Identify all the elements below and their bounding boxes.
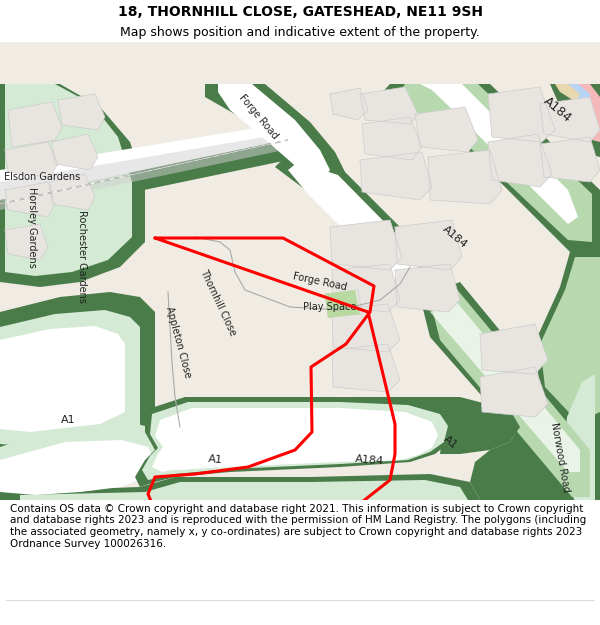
Text: Contains OS data © Crown copyright and database right 2021. This information is : Contains OS data © Crown copyright and d…	[10, 504, 586, 549]
Polygon shape	[152, 408, 438, 472]
Polygon shape	[332, 304, 400, 352]
Polygon shape	[488, 134, 552, 187]
Polygon shape	[0, 292, 155, 462]
Polygon shape	[5, 182, 55, 217]
Text: Map shows position and indicative extent of the property.: Map shows position and indicative extent…	[120, 26, 480, 39]
Polygon shape	[20, 480, 468, 500]
Polygon shape	[0, 84, 145, 287]
Polygon shape	[470, 427, 600, 500]
Polygon shape	[395, 264, 460, 312]
Polygon shape	[430, 287, 590, 497]
Polygon shape	[58, 94, 105, 130]
Polygon shape	[0, 124, 292, 200]
Polygon shape	[0, 326, 125, 432]
Polygon shape	[5, 84, 132, 276]
Polygon shape	[0, 440, 153, 495]
Polygon shape	[332, 264, 400, 312]
Text: 18, THORNHILL CLOSE, GATESHEAD, NE11 9SH: 18, THORNHILL CLOSE, GATESHEAD, NE11 9SH	[118, 5, 482, 19]
Polygon shape	[378, 84, 600, 252]
Text: Rochester Gardens: Rochester Gardens	[77, 211, 87, 304]
Polygon shape	[8, 102, 62, 147]
Polygon shape	[568, 84, 590, 107]
Polygon shape	[330, 88, 368, 120]
Polygon shape	[420, 84, 578, 224]
Polygon shape	[0, 142, 298, 220]
Polygon shape	[555, 84, 580, 102]
Polygon shape	[325, 290, 362, 317]
Polygon shape	[540, 137, 600, 182]
Polygon shape	[5, 224, 48, 260]
Polygon shape	[362, 117, 422, 160]
Polygon shape	[575, 84, 600, 142]
Polygon shape	[428, 150, 502, 204]
Polygon shape	[325, 290, 360, 318]
Text: Appleton Close: Appleton Close	[164, 305, 193, 379]
Polygon shape	[360, 87, 418, 124]
Polygon shape	[142, 402, 448, 480]
Polygon shape	[275, 157, 435, 297]
Text: Elsdon Gardens: Elsdon Gardens	[4, 172, 80, 182]
Text: Horsley Gardens: Horsley Gardens	[27, 186, 37, 268]
Text: A1: A1	[61, 415, 76, 425]
Polygon shape	[0, 310, 140, 447]
Polygon shape	[430, 294, 580, 472]
Polygon shape	[488, 87, 555, 142]
Polygon shape	[550, 84, 600, 157]
Polygon shape	[340, 397, 520, 454]
Polygon shape	[540, 257, 600, 422]
Polygon shape	[0, 422, 165, 494]
Polygon shape	[52, 134, 98, 170]
Polygon shape	[395, 84, 592, 242]
Text: A184: A184	[355, 454, 385, 466]
Text: Forge Road: Forge Road	[236, 93, 280, 141]
Polygon shape	[395, 220, 462, 270]
Polygon shape	[0, 134, 290, 210]
Text: Thornhill Close: Thornhill Close	[198, 267, 238, 337]
Text: A1: A1	[441, 434, 459, 451]
Polygon shape	[0, 42, 600, 500]
Polygon shape	[480, 367, 548, 417]
Text: Forge Road: Forge Road	[292, 271, 348, 292]
Polygon shape	[5, 142, 58, 177]
Polygon shape	[0, 474, 480, 500]
Polygon shape	[288, 162, 427, 294]
Polygon shape	[480, 324, 548, 374]
Polygon shape	[332, 344, 400, 392]
Polygon shape	[540, 372, 590, 502]
Polygon shape	[135, 397, 455, 487]
Text: Play Space: Play Space	[304, 302, 356, 312]
Text: A1: A1	[207, 454, 223, 466]
Polygon shape	[562, 374, 595, 502]
Polygon shape	[540, 97, 600, 142]
Text: Norwood Road: Norwood Road	[549, 421, 571, 492]
Text: A184: A184	[441, 224, 469, 250]
Text: A184: A184	[541, 94, 575, 126]
Polygon shape	[535, 252, 600, 432]
Polygon shape	[420, 282, 600, 502]
Polygon shape	[330, 220, 402, 270]
Polygon shape	[0, 410, 175, 492]
Polygon shape	[0, 120, 310, 212]
Polygon shape	[205, 84, 345, 187]
Polygon shape	[162, 410, 418, 470]
Polygon shape	[50, 174, 95, 210]
Polygon shape	[415, 107, 478, 152]
Polygon shape	[360, 152, 432, 200]
Polygon shape	[565, 362, 600, 502]
Polygon shape	[218, 84, 330, 182]
